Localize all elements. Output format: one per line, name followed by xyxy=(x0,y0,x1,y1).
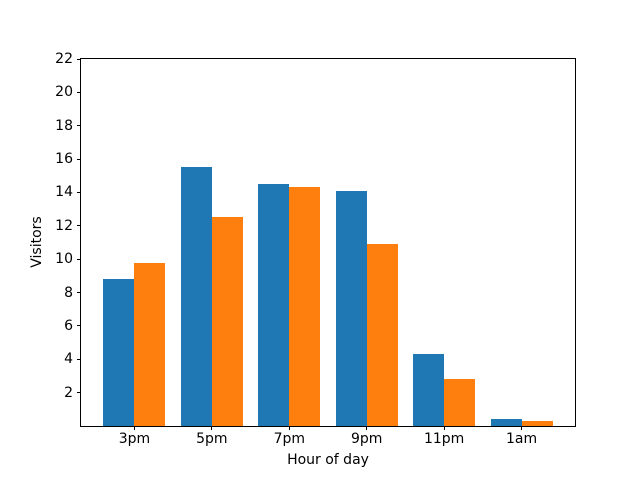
y-tick-label-22: 22 xyxy=(55,51,73,67)
y-tick-mark-10 xyxy=(77,258,81,260)
y-tick-label-4: 4 xyxy=(64,351,73,368)
y-tick-mark-6 xyxy=(77,325,81,327)
x-tick-label-1am: 1am xyxy=(506,431,538,447)
bar-series-1-5pm xyxy=(180,167,212,426)
y-tick-label-18: 18 xyxy=(55,117,73,134)
x-tick-mark-3pm xyxy=(133,426,135,430)
bar-series-1-3pm xyxy=(103,279,135,426)
y-tick-label-20: 20 xyxy=(55,84,73,101)
y-tick-label-10: 10 xyxy=(55,251,73,268)
plot-area: 2 4 6 8 10 12 14 16 18 20 22 3pm 5pm 7pm 9pm 11pm 1am xyxy=(55,52,576,446)
x-tick-label-7pm: 7pm xyxy=(273,431,305,447)
bar-series-2-1am xyxy=(521,421,553,426)
x-tick-mark-5pm xyxy=(211,426,213,430)
y-tick-mark-18 xyxy=(77,125,81,127)
x-tick-mark-11pm xyxy=(443,426,445,430)
x-tick-mark-1am xyxy=(521,426,523,430)
y-tick-label-16: 16 xyxy=(55,151,73,168)
y-tick-mark-4 xyxy=(77,358,81,360)
y-tick-mark-2 xyxy=(77,392,81,394)
x-tick-mark-9pm xyxy=(366,426,368,430)
y-tick-label-12: 12 xyxy=(55,217,73,234)
bar-series-2-5pm xyxy=(211,217,243,426)
x-tick-label-11pm: 11pm xyxy=(423,431,465,447)
y-tick-mark-14 xyxy=(77,191,81,193)
bar-series-2-7pm xyxy=(289,187,321,426)
bar-series-1-7pm xyxy=(258,184,290,426)
bar-series-2-3pm xyxy=(134,262,166,426)
y-tick-mark-20 xyxy=(77,91,81,93)
bar-series-2-9pm xyxy=(366,244,398,426)
bar-series-1-1am xyxy=(490,419,522,426)
y-tick-label-6: 6 xyxy=(64,317,73,334)
y-axis-label: Visitors xyxy=(29,216,45,268)
bar-series-1-9pm xyxy=(335,190,367,426)
y-tick-mark-8 xyxy=(77,292,81,294)
x-tick-label-3pm: 3pm xyxy=(118,431,151,447)
y-tick-label-8: 8 xyxy=(64,284,73,301)
y-tick-mark-16 xyxy=(77,158,81,160)
y-tick-mark-22 xyxy=(77,58,81,60)
x-tick-label-5pm: 5pm xyxy=(196,431,228,447)
bar-series-2-11pm xyxy=(444,379,476,426)
y-tick-label-2: 2 xyxy=(64,384,73,401)
y-tick-mark-12 xyxy=(77,225,81,227)
bar-series-1-11pm xyxy=(413,354,445,426)
y-tick-label-14: 14 xyxy=(55,184,73,201)
x-tick-label-9pm: 9pm xyxy=(350,431,383,447)
x-axis-label: Hour of day xyxy=(287,452,369,468)
x-tick-mark-7pm xyxy=(288,426,290,430)
